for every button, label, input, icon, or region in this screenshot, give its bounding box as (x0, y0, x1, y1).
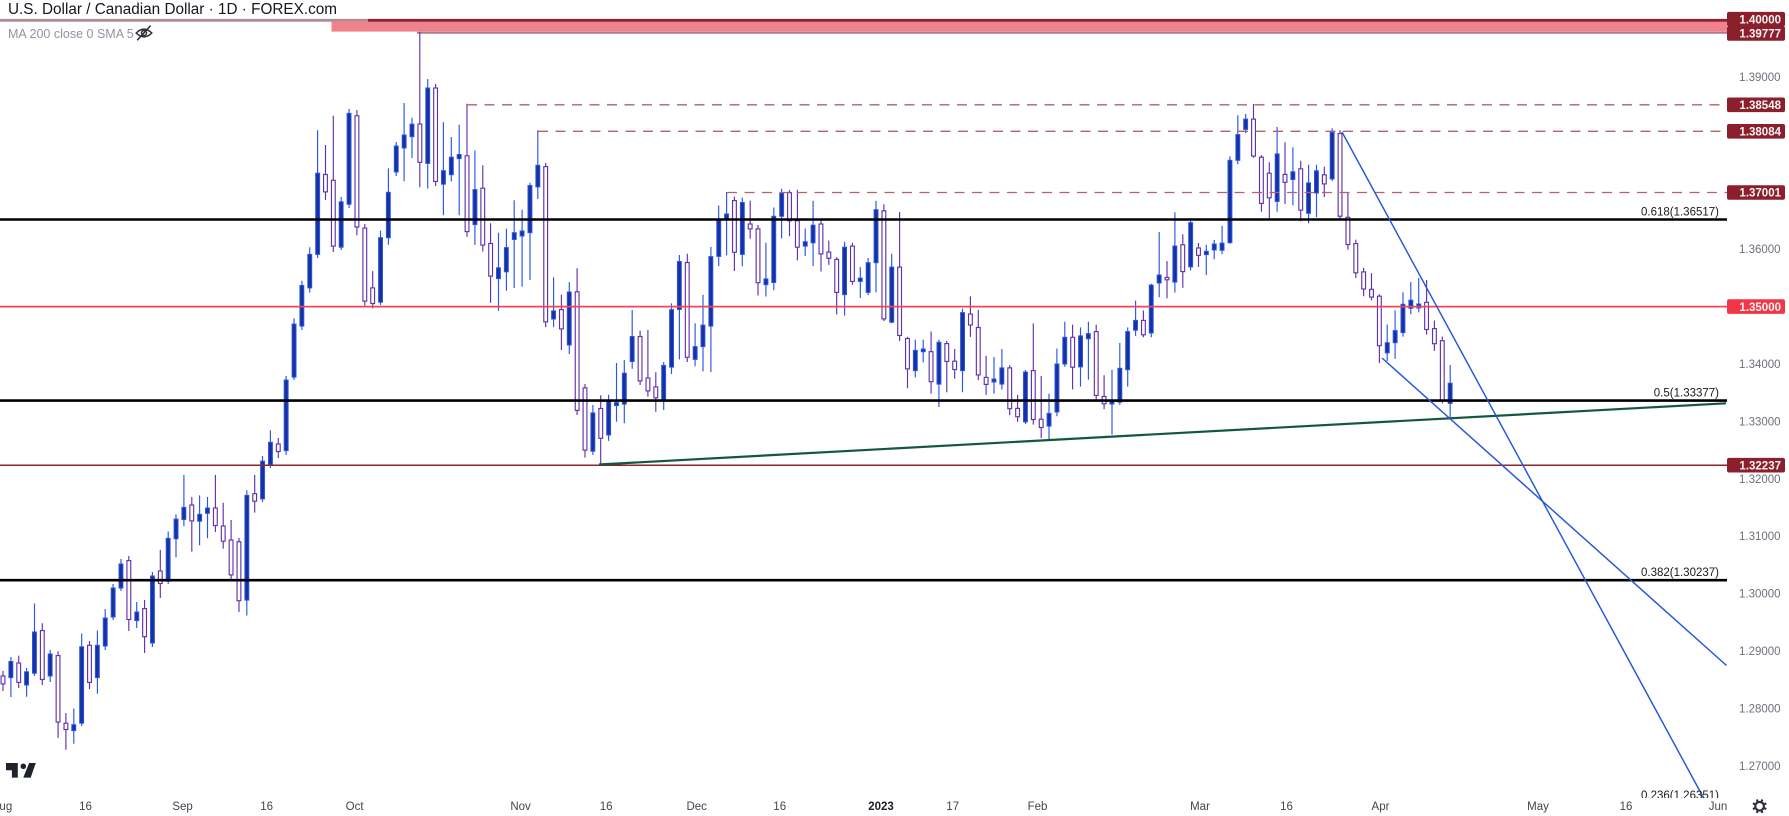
svg-text:17: 17 (946, 801, 959, 813)
svg-text:1.28000: 1.28000 (1739, 703, 1781, 715)
svg-text:Oct: Oct (346, 801, 365, 813)
svg-text:May: May (1527, 801, 1549, 813)
svg-text:1.39000: 1.39000 (1739, 72, 1781, 84)
svg-text:1.33000: 1.33000 (1739, 416, 1781, 428)
svg-text:16: 16 (600, 801, 613, 813)
svg-text:16: 16 (260, 801, 273, 813)
svg-text:1.32237: 1.32237 (1739, 460, 1781, 472)
svg-text:1.40000: 1.40000 (1739, 14, 1781, 26)
svg-text:0.618(1.36517): 0.618(1.36517) (1641, 207, 1719, 219)
svg-text:U.S. Dollar / Canadian Dollar: U.S. Dollar / Canadian Dollar · 1D · FOR… (8, 1, 337, 18)
svg-text:1.32000: 1.32000 (1739, 474, 1781, 486)
svg-text:16: 16 (79, 801, 92, 813)
svg-text:Sep: Sep (172, 801, 192, 813)
svg-text:Dec: Dec (686, 801, 707, 813)
svg-text:2023: 2023 (868, 801, 894, 813)
svg-text:Nov: Nov (510, 801, 531, 813)
svg-text:1.29000: 1.29000 (1739, 646, 1781, 658)
svg-text:1.39777: 1.39777 (1739, 29, 1781, 41)
svg-text:MA 200 close 0 SMA 5: MA 200 close 0 SMA 5 (8, 27, 134, 41)
svg-text:16: 16 (1280, 801, 1293, 813)
svg-text:Apr: Apr (1372, 801, 1390, 813)
svg-text:1.27000: 1.27000 (1739, 761, 1781, 773)
svg-text:1.38548: 1.38548 (1739, 100, 1781, 112)
svg-text:0.382(1.30237): 0.382(1.30237) (1641, 567, 1719, 579)
svg-text:0.5(1.33377): 0.5(1.33377) (1654, 388, 1719, 400)
svg-text:1.36000: 1.36000 (1739, 244, 1781, 256)
svg-text:1.34000: 1.34000 (1739, 359, 1781, 371)
svg-text:1.37001: 1.37001 (1739, 188, 1781, 200)
svg-text:1.30000: 1.30000 (1739, 589, 1781, 601)
svg-text:16: 16 (773, 801, 786, 813)
svg-text:1.38084: 1.38084 (1739, 127, 1781, 139)
svg-text:Feb: Feb (1028, 801, 1048, 813)
svg-text:Mar: Mar (1190, 801, 1210, 813)
svg-text:1.31000: 1.31000 (1739, 531, 1781, 543)
svg-text:Jun: Jun (1709, 801, 1728, 813)
svg-text:16: 16 (1620, 801, 1633, 813)
svg-text:Aug: Aug (0, 801, 12, 813)
svg-text:1.35000: 1.35000 (1739, 302, 1781, 314)
